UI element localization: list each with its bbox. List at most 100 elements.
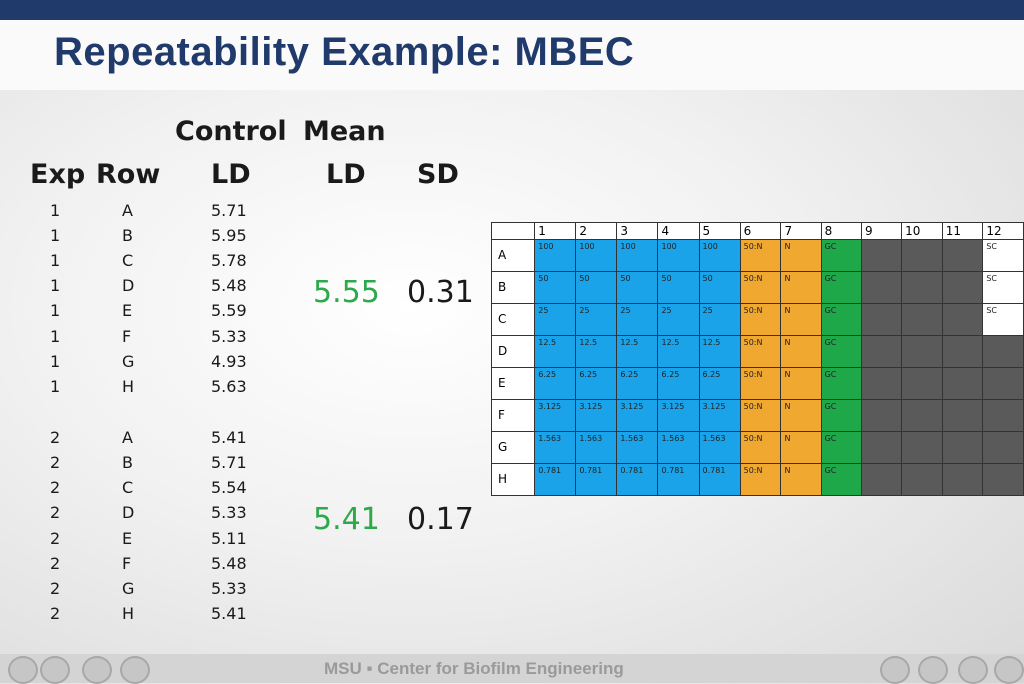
row-cell: B — [122, 226, 133, 245]
exp2-mean: 5.41 — [313, 502, 380, 537]
row-cell: E — [122, 529, 133, 548]
plate-well: 50:N — [739, 399, 782, 432]
biofilm-cell-image — [918, 656, 948, 684]
plate-well: GC — [820, 431, 862, 464]
exp-cell: 2 — [50, 503, 61, 522]
plate-well: GC — [820, 239, 862, 272]
plate-well: 12.5 — [575, 335, 618, 368]
control-ld-cell: 5.71 — [211, 201, 247, 220]
control-ld-cell: 5.41 — [211, 604, 247, 623]
plate-row-header: B — [490, 271, 536, 304]
row-cell: D — [122, 503, 135, 522]
exp-cell: 2 — [50, 428, 61, 447]
plate-column-header: 9 — [860, 222, 903, 240]
biofilm-cell-image — [40, 656, 70, 684]
exp-cell: 1 — [50, 226, 61, 245]
plate-well: 0.781 — [616, 463, 659, 496]
plate-well — [860, 463, 903, 496]
plate-well: 6.25 — [698, 367, 741, 400]
plate-well: 0.781 — [657, 463, 700, 496]
row-cell: C — [122, 478, 134, 497]
plate-well: 100 — [657, 239, 700, 272]
plate-well: 1.563 — [534, 431, 577, 464]
plate-column-header: 11 — [941, 222, 984, 240]
plate-column-header: 4 — [657, 222, 700, 240]
title-bar — [0, 20, 1024, 90]
exp-cell: 1 — [50, 352, 61, 371]
plate-column-header: 10 — [901, 222, 943, 240]
plate-well: 100 — [698, 239, 741, 272]
plate-well: 12.5 — [534, 335, 577, 368]
plate-well — [941, 431, 984, 464]
plate-well: 50 — [657, 271, 700, 304]
plate-well — [941, 271, 984, 304]
plate-well: 25 — [616, 303, 659, 336]
plate-column-header: 5 — [698, 222, 741, 240]
plate-well: 3.125 — [575, 399, 618, 432]
plate-well — [860, 399, 903, 432]
plate-well: 50:N — [739, 367, 782, 400]
control-ld-cell: 5.11 — [211, 529, 247, 548]
row-cell: H — [122, 604, 135, 623]
plate-row-header: C — [490, 303, 536, 336]
plate-column-header: 8 — [820, 222, 862, 240]
exp-cell: 2 — [50, 453, 61, 472]
plate-well: GC — [820, 271, 862, 304]
control-ld-cell: 5.54 — [211, 478, 247, 497]
row-cell: E — [122, 301, 133, 320]
footer-text: MSU ▪ Center for Biofilm Engineering — [324, 659, 624, 678]
plate-well — [860, 239, 903, 272]
plate-column-header: 12 — [982, 222, 1024, 240]
exp-cell: 1 — [50, 251, 61, 270]
plate-well: 50 — [575, 271, 618, 304]
plate-well: 50:N — [739, 271, 782, 304]
plate-well: 50:N — [739, 335, 782, 368]
biofilm-cell-image — [958, 656, 988, 684]
plate-row-header: D — [490, 335, 536, 368]
plate-well — [982, 463, 1024, 496]
top-accent-bar — [0, 0, 1024, 20]
exp-cell: 1 — [50, 201, 61, 220]
exp-cell: 1 — [50, 327, 61, 346]
exp-cell: 2 — [50, 529, 61, 548]
plate-row-header: H — [490, 463, 536, 496]
plate-well: N — [780, 431, 822, 464]
control-ld-cell: 5.63 — [211, 377, 247, 396]
exp-cell: 1 — [50, 301, 61, 320]
plate-well: 3.125 — [616, 399, 659, 432]
control-ld-cell: 5.33 — [211, 327, 247, 346]
plate-well — [941, 239, 984, 272]
plate-well: 50 — [616, 271, 659, 304]
plate-well: N — [780, 303, 822, 336]
plate-well — [982, 335, 1024, 368]
row-cell: A — [122, 428, 133, 447]
plate-row-header: G — [490, 431, 536, 464]
control-ld-cell: 5.33 — [211, 503, 247, 522]
exp1-sd: 0.31 — [407, 275, 474, 310]
plate-well — [860, 431, 903, 464]
control-ld-cell: 5.59 — [211, 301, 247, 320]
plate-well — [941, 399, 984, 432]
plate-well: 50:N — [739, 303, 782, 336]
exp-cell: 2 — [50, 604, 61, 623]
plate-well: N — [780, 463, 822, 496]
plate-well: 50:N — [739, 431, 782, 464]
row-cell: D — [122, 276, 135, 295]
plate-well: 3.125 — [657, 399, 700, 432]
plate-well: GC — [820, 399, 862, 432]
plate-well — [860, 303, 903, 336]
row-cell: F — [122, 554, 132, 573]
plate-column-header: 3 — [616, 222, 659, 240]
plate-corner — [490, 222, 536, 240]
plate-well: 0.781 — [698, 463, 741, 496]
plate-well: 25 — [698, 303, 741, 336]
exp-cell: 1 — [50, 377, 61, 396]
header-control: Control — [175, 116, 287, 147]
header-mean-ld: LD — [326, 159, 366, 190]
plate-row-header: F — [490, 399, 536, 432]
plate-column-header: 1 — [534, 222, 577, 240]
plate-well — [860, 271, 903, 304]
plate-well: 0.781 — [575, 463, 618, 496]
plate-well: 100 — [616, 239, 659, 272]
plate-well — [901, 463, 943, 496]
